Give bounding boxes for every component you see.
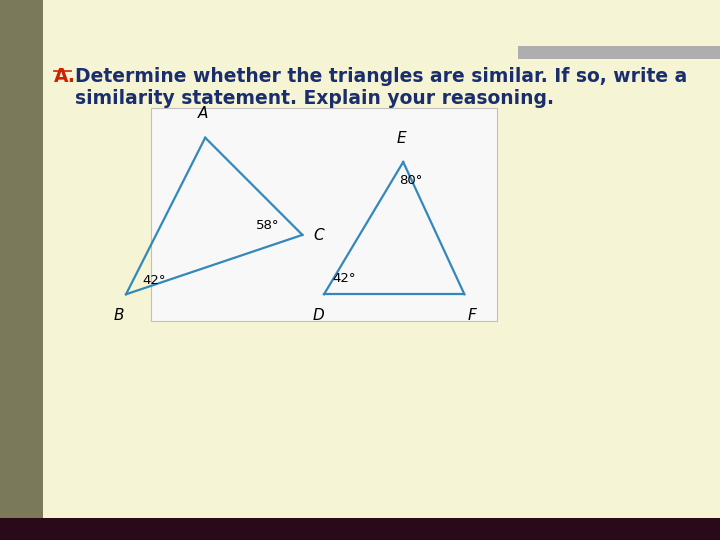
Bar — [0, 518, 720, 540]
Text: A.: A. — [54, 68, 76, 86]
Text: 42°: 42° — [143, 274, 166, 287]
Text: D: D — [312, 308, 324, 323]
Text: B: B — [114, 308, 124, 323]
Text: Determine whether the triangles are similar. If so, write a
similarity statement: Determine whether the triangles are simi… — [75, 68, 687, 109]
Text: 80°: 80° — [399, 174, 422, 187]
Text: 42°: 42° — [333, 272, 356, 285]
Bar — [518, 46, 720, 59]
Text: F: F — [467, 308, 476, 323]
Text: 58°: 58° — [256, 219, 279, 232]
Bar — [151, 108, 497, 321]
Text: A: A — [198, 106, 208, 122]
Text: C: C — [313, 228, 324, 244]
Text: E: E — [396, 131, 406, 146]
Bar — [0, 0, 43, 518]
